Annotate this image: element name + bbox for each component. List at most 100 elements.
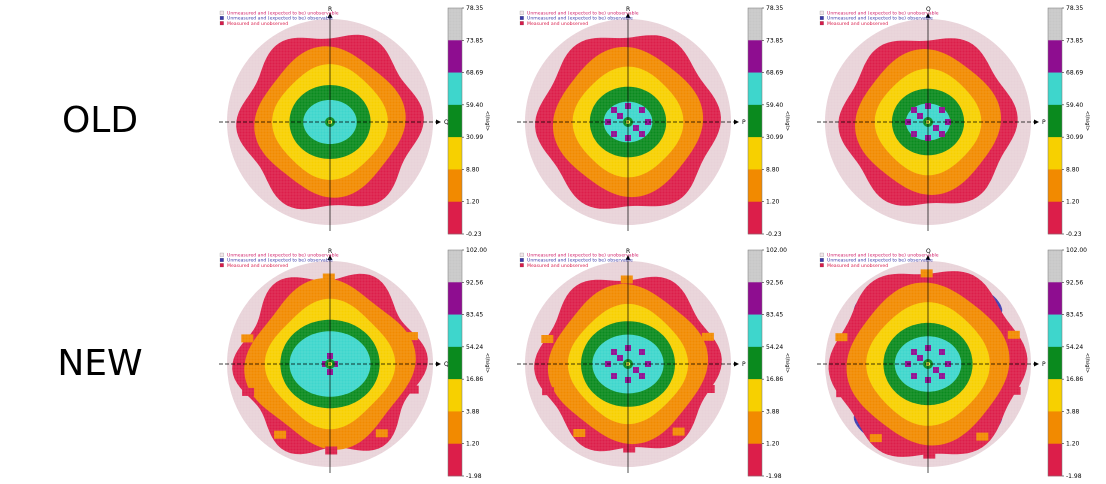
legend-swatch bbox=[819, 21, 824, 26]
vertical-axis-label: Q bbox=[926, 6, 931, 13]
colorbar-tick-label: 8.80 bbox=[766, 166, 780, 173]
legend-swatch bbox=[819, 16, 824, 20]
colorbar-frame bbox=[447, 7, 463, 235]
legend-swatch bbox=[219, 258, 224, 262]
colorbar-tick-label: 3.88 bbox=[766, 408, 780, 415]
colorbar-segment bbox=[448, 169, 462, 203]
colorbar-segment bbox=[748, 443, 762, 477]
colorbar-segment bbox=[748, 40, 762, 73]
colorbar-tick-label: 73.85 bbox=[466, 37, 483, 44]
colorbar-tick-label: 102.00 bbox=[766, 247, 787, 254]
vertical-axis-arrow bbox=[925, 255, 931, 260]
legend-swatch bbox=[219, 263, 224, 268]
legend-entry: Unmeasured and (expected to be) observab… bbox=[827, 258, 933, 264]
legend-swatch bbox=[219, 21, 224, 26]
colorbar-tick-label: 8.80 bbox=[466, 166, 480, 173]
horizontal-axis-arrow bbox=[1034, 119, 1039, 125]
colorbar-tick-label: 102.00 bbox=[1066, 247, 1087, 254]
colorbar-segment bbox=[748, 411, 762, 445]
colorbar-title: <I/sigI> bbox=[484, 353, 490, 373]
legend-swatch bbox=[519, 21, 524, 26]
heatmap-panel-new-3: Q P Unmeasured and (expected to be) unobse… bbox=[817, 247, 1090, 480]
horizontal-axis-label: Q bbox=[444, 119, 449, 126]
colorbar-tick-label: 30.99 bbox=[1066, 134, 1083, 141]
colorbar-tick-label: 16.86 bbox=[766, 376, 783, 383]
colorbar-title: <I/sigI> bbox=[784, 111, 790, 131]
legend-swatch bbox=[219, 10, 224, 15]
colorbar-segment bbox=[748, 314, 762, 348]
colorbar-title: <I/sigI> bbox=[1084, 353, 1090, 373]
colorbar-segment bbox=[1048, 40, 1062, 73]
colorbar-tick-label: 73.85 bbox=[766, 37, 783, 44]
colorbar-tick-label: 54.24 bbox=[766, 344, 783, 351]
colorbar-tick-label: 1.20 bbox=[1066, 199, 1080, 206]
heatmap-panel-old-1: R Q Unmeasured and (expected to be) unobse… bbox=[219, 5, 490, 238]
colorbar-tick-label: 54.24 bbox=[1066, 344, 1083, 351]
colorbar-frame bbox=[747, 249, 763, 477]
colorbar-segment bbox=[448, 104, 462, 138]
colorbar-segment bbox=[1048, 137, 1062, 170]
colorbar-tick-label: 78.35 bbox=[1066, 5, 1083, 12]
colorbar-segment bbox=[448, 411, 462, 445]
legend-swatch bbox=[519, 10, 524, 15]
colorbar-texture bbox=[1048, 8, 1062, 41]
colorbar-segment bbox=[1048, 282, 1062, 315]
row-label-new: NEW bbox=[57, 343, 143, 384]
colorbar-title: <I/sigI> bbox=[784, 353, 790, 373]
horizontal-axis-arrow bbox=[1034, 361, 1039, 367]
legend-swatch bbox=[519, 252, 524, 257]
colorbar-tick-label: -1.98 bbox=[466, 473, 482, 480]
colorbar-segment bbox=[1048, 346, 1062, 380]
colorbar-segment bbox=[748, 282, 762, 315]
heatmap-panel-old-3: Q P Unmeasured and (expected to be) unobse… bbox=[817, 5, 1090, 238]
legend-entry: Measured and unobserved bbox=[227, 21, 288, 27]
legend-entry: Unmeasured and (expected to be) unobserv… bbox=[527, 10, 639, 16]
colorbar-tick-label: 83.45 bbox=[466, 312, 483, 319]
colorbar-tick-label: 83.45 bbox=[1066, 312, 1083, 319]
colorbar-tick-label: 68.69 bbox=[466, 70, 483, 77]
colorbar-tick-label: 1.20 bbox=[466, 441, 480, 448]
colorbar-segment bbox=[748, 346, 762, 380]
colorbar-tick-label: -0.23 bbox=[766, 231, 782, 238]
colorbar-texture bbox=[748, 8, 762, 41]
horizontal-axis-arrow bbox=[734, 361, 739, 367]
legend-entry: Unmeasured and (expected to be) observab… bbox=[527, 16, 633, 22]
colorbar-tick-label: 1.20 bbox=[1066, 441, 1080, 448]
colorbar-tick-label: 92.56 bbox=[766, 279, 783, 286]
colorbar-segment bbox=[1048, 314, 1062, 348]
legend-entry: Unmeasured and (expected to be) observab… bbox=[227, 16, 333, 22]
colorbar-tick-label: 1.20 bbox=[766, 441, 780, 448]
colorbar-tick-label: 68.69 bbox=[766, 70, 783, 77]
colorbar-tick-label: 8.80 bbox=[1066, 166, 1080, 173]
colorbar-segment bbox=[448, 72, 462, 106]
colorbar-tick-label: 78.35 bbox=[466, 5, 483, 12]
colorbar-frame bbox=[747, 7, 763, 235]
colorbar-tick-label: 1.20 bbox=[466, 199, 480, 206]
heatmap-panel-old-2: R P Unmeasured and (expected to be) unobse… bbox=[517, 5, 790, 238]
legend-swatch bbox=[219, 252, 224, 257]
heatmap-panel-new-2: R P Unmeasured and (expected to be) unobse… bbox=[517, 247, 790, 480]
legend-entry: Unmeasured and (expected to be) unobserv… bbox=[227, 252, 339, 258]
legend-entry: Unmeasured and (expected to be) unobserv… bbox=[227, 10, 339, 16]
colorbar-title: <I/sigI> bbox=[1084, 111, 1090, 131]
legend-swatch bbox=[819, 252, 824, 257]
vertical-axis-arrow bbox=[327, 255, 333, 260]
colorbar-tick-label: 92.56 bbox=[466, 279, 483, 286]
vertical-axis-arrow bbox=[625, 13, 631, 18]
horizontal-axis-arrow bbox=[436, 119, 441, 125]
vertical-axis-label: R bbox=[328, 248, 332, 255]
colorbar-segment bbox=[1048, 379, 1062, 412]
colorbar-tick-label: 83.45 bbox=[766, 312, 783, 319]
vertical-axis-label: R bbox=[328, 6, 332, 13]
colorbar-tick-label: 59.40 bbox=[766, 102, 783, 109]
colorbar-segment bbox=[1048, 169, 1062, 203]
horizontal-axis-label: P bbox=[742, 361, 746, 368]
colorbar-segment bbox=[448, 282, 462, 315]
legend-swatch bbox=[819, 263, 824, 268]
colorbar-segment bbox=[1048, 72, 1062, 106]
vertical-axis-arrow bbox=[925, 13, 931, 18]
legend-swatch bbox=[819, 10, 824, 15]
legend-entry: Unmeasured and (expected to be) observab… bbox=[227, 258, 333, 264]
colorbar-tick-label: 73.85 bbox=[1066, 37, 1083, 44]
vertical-axis-arrow bbox=[625, 255, 631, 260]
